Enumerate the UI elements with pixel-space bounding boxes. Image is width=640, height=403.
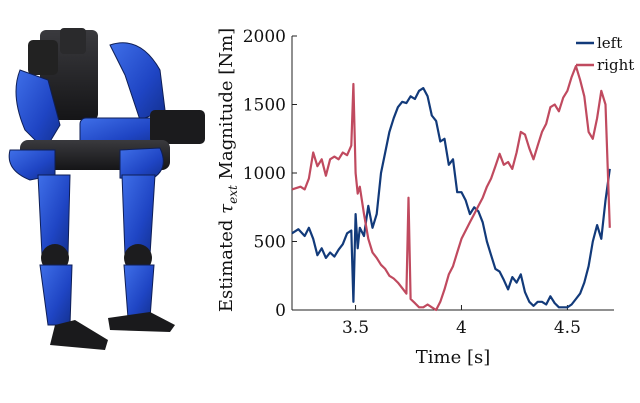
right-foot	[108, 312, 175, 332]
x-tick-label: 4.5	[554, 318, 581, 338]
hand-gripper	[150, 110, 205, 144]
top-motor	[60, 28, 86, 54]
y-tick-label: 1500	[243, 96, 286, 116]
series-line-right	[291, 64, 611, 312]
legend-label-right: right	[597, 56, 634, 74]
left-foot	[50, 320, 108, 350]
shoulder-frame	[28, 40, 58, 75]
x-tick-label: 3.5	[342, 318, 369, 338]
exoskeleton-robot-image	[8, 28, 205, 350]
y-tick-label: 1000	[243, 164, 286, 184]
x-tick-label: 4	[456, 318, 467, 338]
y-axis-label: Estimated τext Magnitude [Nm]	[216, 28, 240, 312]
x-axis-label: Time [s]	[416, 347, 491, 368]
y-tick-label: 2000	[243, 27, 286, 47]
series-line-left	[291, 86, 611, 309]
legend-label-left: left	[597, 34, 622, 52]
left-arm	[15, 69, 61, 151]
y-tick-label: 0	[275, 301, 286, 321]
y-tick-label: 500	[254, 233, 286, 253]
